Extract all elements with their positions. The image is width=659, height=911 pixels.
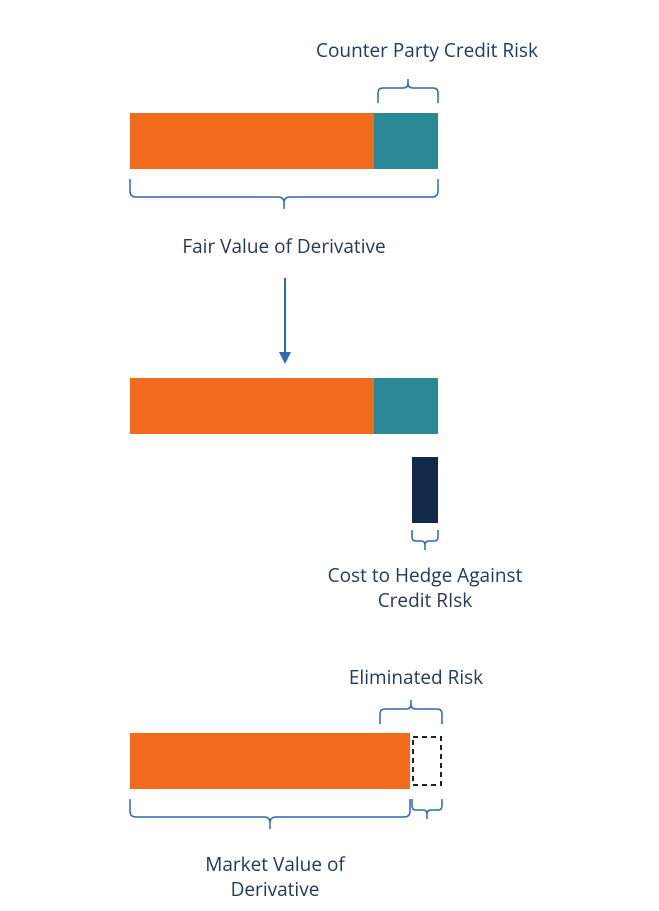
- bracket-counter-party: [378, 76, 438, 106]
- bracket-fair-value: [130, 177, 438, 213]
- top-bar-orange: [130, 113, 374, 169]
- cost-bar-navy: [412, 457, 438, 523]
- label-fair-value: Fair Value of Derivative: [170, 234, 398, 259]
- mid-bar-teal: [374, 378, 438, 434]
- bracket-eliminated-risk: [380, 697, 442, 727]
- label-counter-party: Counter Party Credit Risk: [297, 38, 557, 63]
- arrow-down: [278, 278, 292, 364]
- mid-bar-orange: [130, 378, 374, 434]
- dashed-box-eliminated: [412, 736, 442, 786]
- top-bar-teal: [374, 113, 438, 169]
- label-market-value: Market Value of Derivative: [180, 852, 370, 901]
- label-eliminated-risk: Eliminated Risk: [336, 665, 496, 690]
- label-cost-hedge: Cost to Hedge Against Credit RIsk: [296, 563, 554, 612]
- bracket-market-value: [130, 797, 410, 833]
- bottom-bar-orange: [130, 733, 410, 789]
- bracket-eliminated-small: [412, 797, 442, 823]
- bracket-cost-hedge: [412, 528, 438, 554]
